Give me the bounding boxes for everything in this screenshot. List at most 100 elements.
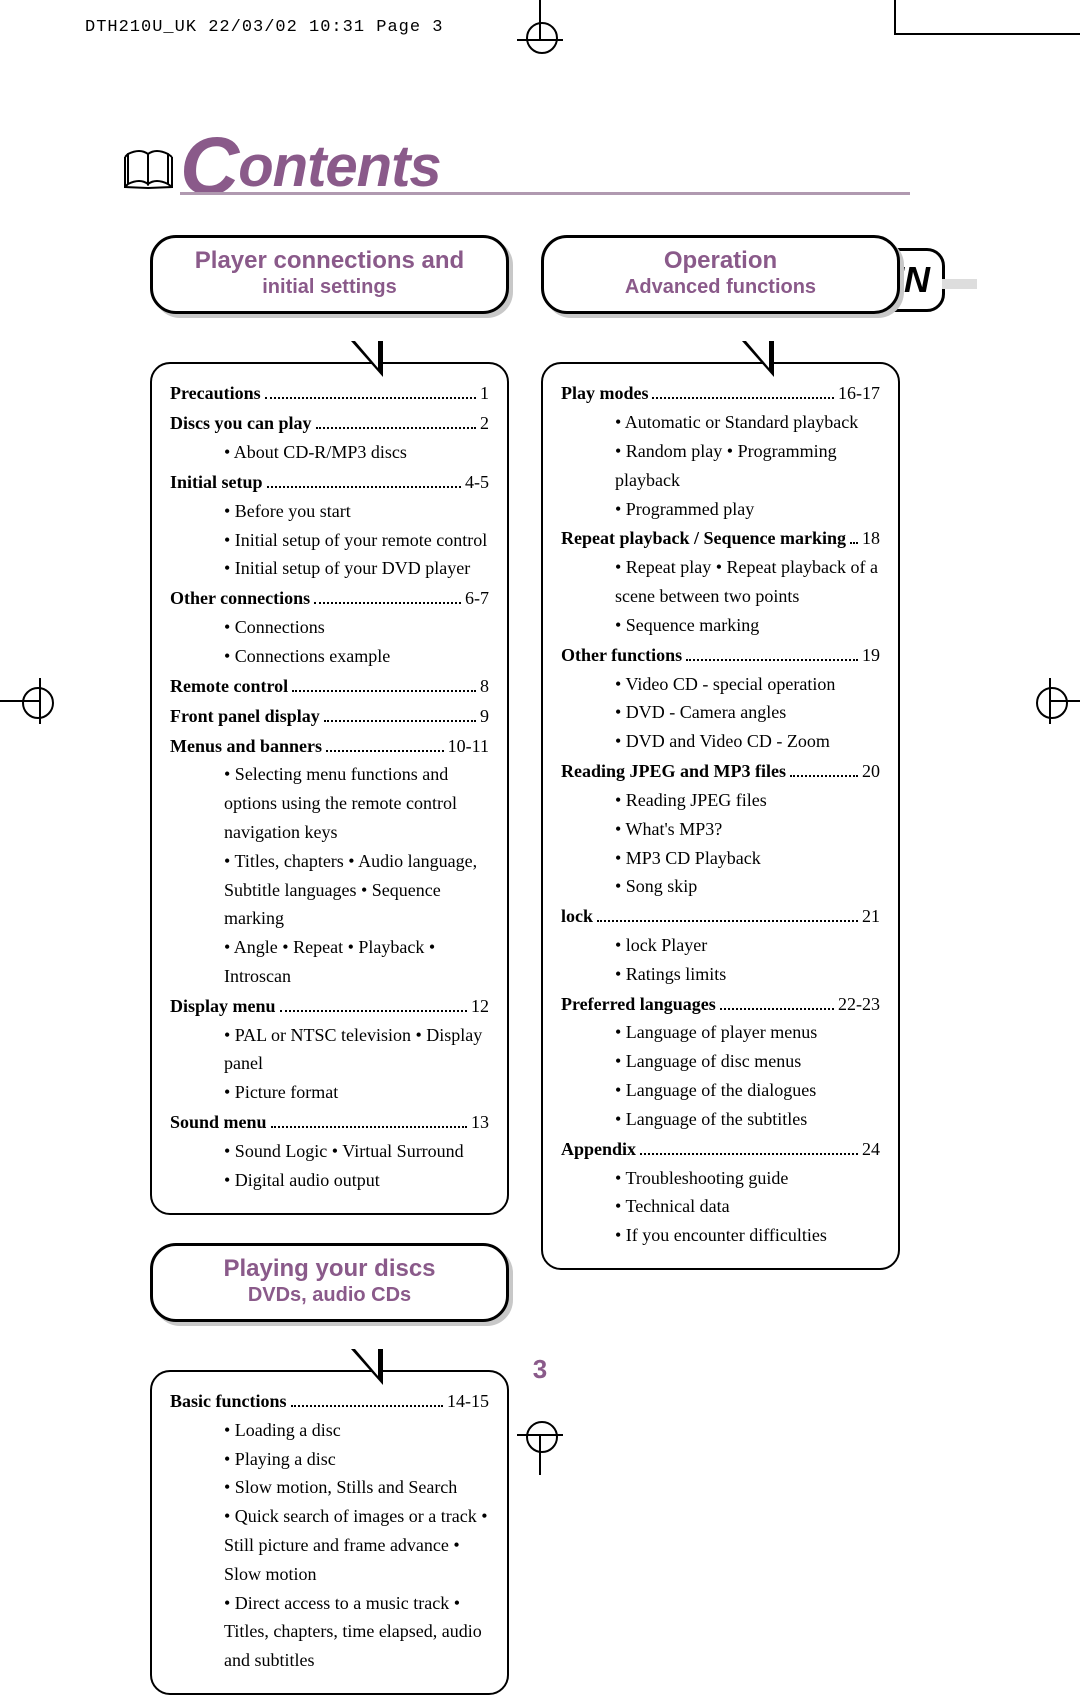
- toc-subitem: • Selecting menu functions and options u…: [224, 760, 489, 846]
- section-header-sub: initial settings: [169, 276, 490, 299]
- toc-subitems: • Before you start• Initial setup of you…: [170, 497, 489, 583]
- toc-subitems: • Repeat play • Repeat playback of a sce…: [561, 553, 880, 639]
- section-header: Playing your discsDVDs, audio CDs: [150, 1243, 509, 1322]
- toc-subitem: • Angle • Repeat • Playback • Introscan: [224, 933, 489, 991]
- toc-subitem: • Initial setup of your remote control: [224, 526, 489, 555]
- toc-subitem: • Language of player menus: [615, 1018, 880, 1047]
- toc-leader-dots: [265, 397, 476, 399]
- toc-entry: Play modes 16-17: [561, 380, 880, 408]
- toc-leader-dots: [316, 427, 476, 429]
- toc-page: 1: [480, 380, 489, 408]
- toc-subitem: • Connections: [224, 613, 489, 642]
- toc-subitem: • Automatic or Standard playback: [615, 408, 880, 437]
- toc-page: 2: [480, 410, 489, 438]
- page-title: Contents: [120, 120, 441, 214]
- toc-title: Sound menu: [170, 1109, 267, 1137]
- toc-title: Discs you can play: [170, 410, 312, 438]
- toc-subitem: • Technical data: [615, 1192, 880, 1221]
- toc-page: 6-7: [465, 585, 489, 613]
- toc-subitem: • Language of disc menus: [615, 1047, 880, 1076]
- toc-subitem: • DVD and Video CD - Zoom: [615, 727, 880, 756]
- toc-subitem: • Reading JPEG files: [615, 786, 880, 815]
- crop-mark-right: [1050, 700, 1080, 702]
- toc-entry: Other connections 6-7: [170, 585, 489, 613]
- toc-title: Precautions: [170, 380, 261, 408]
- toc-title: Repeat playback / Sequence marking: [561, 525, 846, 553]
- toc-title: Menus and banners: [170, 733, 322, 761]
- toc-page: 20: [862, 758, 880, 786]
- toc-subitems: • Loading a disc• Playing a disc• Slow m…: [170, 1416, 489, 1675]
- toc-subitem: • MP3 CD Playback: [615, 844, 880, 873]
- crop-mark-left: [0, 700, 40, 702]
- toc-subitems: • PAL or NTSC television • Display panel…: [170, 1021, 489, 1107]
- toc-title: Reading JPEG and MP3 files: [561, 758, 786, 786]
- toc-subitem: • Loading a disc: [224, 1416, 489, 1445]
- toc-subitem: • Song skip: [615, 872, 880, 901]
- toc-entry: Preferred languages22-23: [561, 991, 880, 1019]
- toc-page: 4-5: [465, 469, 489, 497]
- toc-subitem: • Troubleshooting guide: [615, 1164, 880, 1193]
- toc-leader-dots: [720, 1008, 834, 1010]
- toc-title: Appendix: [561, 1136, 636, 1164]
- toc-title: Initial setup: [170, 469, 263, 497]
- toc-page: 19: [862, 642, 880, 670]
- toc-subitems: • Automatic or Standard playback• Random…: [561, 408, 880, 523]
- toc-title: Other connections: [170, 585, 310, 613]
- toc-entry: lock 21: [561, 903, 880, 931]
- toc-page: 18: [862, 525, 880, 553]
- toc-subitem: • What's MP3?: [615, 815, 880, 844]
- section-header-main: Operation: [560, 248, 881, 274]
- toc-leader-dots: [686, 659, 858, 661]
- toc-subitem: • Direct access to a music track • Title…: [224, 1589, 489, 1675]
- toc-subitems: • About CD-R/MP3 discs: [170, 438, 489, 467]
- section-header: Player connections andinitial settings: [150, 235, 509, 314]
- toc-entry: Discs you can play 2: [170, 410, 489, 438]
- toc-page: 10-11: [448, 733, 489, 761]
- toc-subitems: • Selecting menu functions and options u…: [170, 760, 489, 990]
- toc-subitem: • Initial setup of your DVD player: [224, 554, 489, 583]
- content-box: Precautions 1 Discs you can play 2• About C…: [150, 362, 509, 1214]
- open-book-icon: [120, 142, 180, 192]
- section-header-sub: Advanced functions: [560, 276, 881, 299]
- toc-title: Display menu: [170, 993, 276, 1021]
- toc-leader-dots: [292, 690, 476, 692]
- toc-subitem: • Slow motion, Stills and Search: [224, 1473, 489, 1502]
- toc-page: 24: [862, 1136, 880, 1164]
- toc-subitems: • Troubleshooting guide• Technical data•…: [561, 1164, 880, 1250]
- toc-entry: Appendix 24: [561, 1136, 880, 1164]
- toc-subitem: • Sound Logic • Virtual Surround: [224, 1137, 489, 1166]
- toc-entry: Reading JPEG and MP3 files 20: [561, 758, 880, 786]
- toc-subitems: • lock Player• Ratings limits: [561, 931, 880, 989]
- page-number: 3: [533, 1354, 547, 1385]
- toc-subitems: • Sound Logic • Virtual Surround• Digita…: [170, 1137, 489, 1195]
- toc-entry: Sound menu13: [170, 1109, 489, 1137]
- toc-page: 21: [862, 903, 880, 931]
- toc-entry: Basic functions14-15: [170, 1388, 489, 1416]
- toc-subitem: • Programmed play: [615, 495, 880, 524]
- section-header-main: Player connections and: [169, 248, 490, 274]
- toc-subitem: • Ratings limits: [615, 960, 880, 989]
- toc-entry: Remote control8: [170, 673, 489, 701]
- toc-subitem: • Video CD - special operation: [615, 670, 880, 699]
- toc-title: Play modes: [561, 380, 649, 408]
- toc-page: 8: [480, 673, 489, 701]
- toc-leader-dots: [850, 542, 858, 544]
- toc-subitem: • Quick search of images or a track • St…: [224, 1502, 489, 1588]
- toc-leader-dots: [280, 1010, 467, 1012]
- print-header: DTH210U_UK 22/03/02 10:31 Page 3: [85, 18, 443, 37]
- title-underline: [180, 192, 910, 195]
- toc-subitem: • Picture format: [224, 1078, 489, 1107]
- toc-subitem: • Language of the subtitles: [615, 1105, 880, 1134]
- crop-mark-top: [539, 0, 541, 40]
- toc-title: lock: [561, 903, 593, 931]
- toc-leader-dots: [790, 775, 858, 777]
- toc-page: 16-17: [838, 380, 880, 408]
- toc-leader-dots: [326, 750, 444, 752]
- toc-entry: Display menu12: [170, 993, 489, 1021]
- toc-subitems: • Reading JPEG files• What's MP3?• MP3 C…: [561, 786, 880, 901]
- toc-subitem: • Repeat play • Repeat playback of a sce…: [615, 553, 880, 611]
- toc-page: 9: [480, 703, 489, 731]
- content-box: Basic functions14-15• Loading a disc• Pl…: [150, 1370, 509, 1695]
- section-header-sub: DVDs, audio CDs: [169, 1284, 490, 1307]
- toc-entry: Menus and banners 10-11: [170, 733, 489, 761]
